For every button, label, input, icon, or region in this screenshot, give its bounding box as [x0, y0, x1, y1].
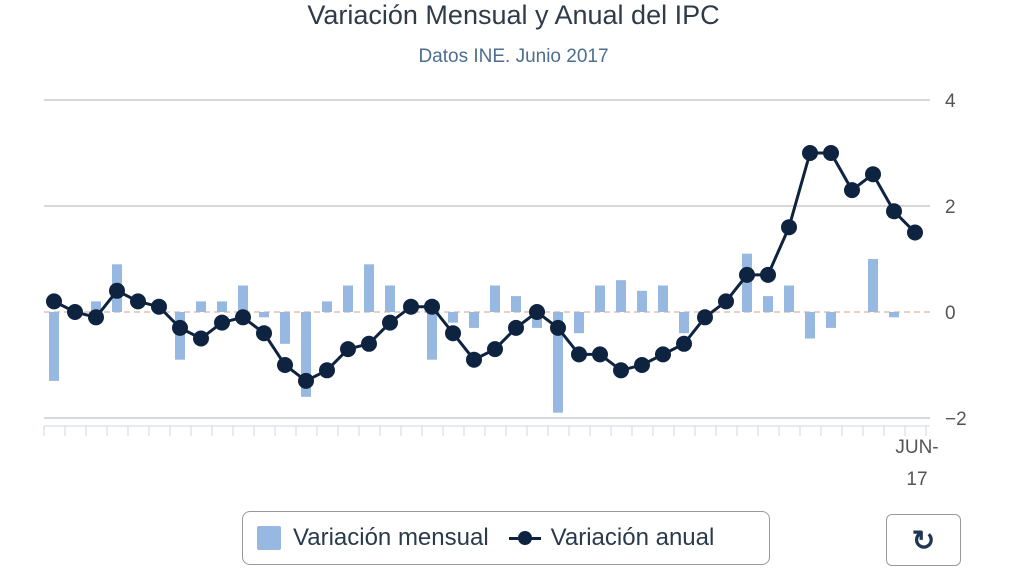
annual-point — [67, 304, 83, 320]
chart-subtitle: Datos INE. Junio 2017 — [418, 46, 609, 67]
monthly-bar — [217, 301, 227, 312]
monthly-bar — [637, 290, 647, 312]
annual-point — [655, 346, 671, 363]
annual-point — [466, 351, 482, 368]
y-tick-label: 4 — [945, 91, 956, 112]
monthly-bar — [763, 296, 773, 312]
y-tick-label: 0 — [945, 303, 956, 324]
annual-point — [193, 330, 209, 347]
annual-point — [739, 266, 755, 283]
monthly-bar — [511, 296, 521, 312]
x-tick-label: 17 — [906, 469, 927, 490]
annual-point — [886, 203, 902, 220]
annual-point — [130, 293, 146, 310]
monthly-bar — [49, 312, 59, 381]
annual-point — [634, 357, 650, 373]
legend-annual-line-icon — [508, 526, 541, 550]
monthly-bar — [574, 312, 584, 334]
monthly-bar — [322, 301, 332, 312]
annual-point — [529, 304, 545, 320]
annual-point — [445, 325, 461, 342]
annual-point — [109, 282, 125, 299]
monthly-bar — [196, 301, 206, 312]
annual-point — [151, 298, 167, 315]
legend: Variación mensual Variación anual — [242, 511, 770, 565]
y-tick-label: −2 — [945, 409, 967, 430]
annual-point — [403, 298, 419, 315]
refresh-button[interactable]: ↻ — [886, 514, 961, 566]
annual-point — [508, 319, 524, 336]
monthly-bar — [595, 285, 605, 312]
annual-point — [550, 319, 566, 336]
annual-point — [844, 182, 860, 199]
annual-point — [319, 362, 335, 379]
monthly-bar — [826, 312, 836, 328]
monthly-bar — [91, 301, 101, 312]
x-tick-label: JUN- — [895, 437, 938, 458]
annual-point — [907, 224, 923, 241]
monthly-bar — [658, 285, 668, 312]
annual-point — [277, 357, 293, 373]
annual-point — [235, 309, 251, 326]
chart-title: Variación Mensual y Anual del IPC — [307, 0, 720, 30]
monthly-bar — [364, 264, 374, 312]
annual-point — [382, 314, 398, 331]
monthly-bar — [679, 312, 689, 334]
monthly-bar — [427, 312, 437, 360]
monthly-bar — [868, 259, 878, 312]
monthly-bar — [805, 312, 815, 339]
monthly-bar — [385, 285, 395, 312]
monthly-bar — [448, 312, 458, 323]
annual-point — [298, 372, 314, 389]
legend-annual-label[interactable]: Variación anual — [550, 524, 715, 551]
legend-monthly-label[interactable]: Variación mensual — [293, 524, 489, 551]
annual-point — [781, 219, 797, 236]
annual-point — [697, 309, 713, 326]
annual-point — [46, 293, 62, 310]
monthly-bar — [784, 285, 794, 312]
annual-point — [571, 346, 587, 363]
annual-point — [214, 314, 230, 331]
annual-point — [361, 335, 377, 352]
annual-point — [424, 298, 440, 315]
annual-point — [340, 341, 356, 358]
annual-point — [592, 346, 608, 363]
annual-point — [823, 145, 839, 161]
refresh-icon: ↻ — [911, 524, 936, 556]
y-tick-label: 2 — [945, 197, 956, 218]
annual-point — [802, 145, 818, 161]
monthly-bar — [259, 312, 269, 318]
legend-monthly-swatch — [257, 526, 281, 550]
annual-point — [487, 341, 503, 358]
monthly-bar — [469, 312, 479, 328]
monthly-bar — [616, 280, 626, 312]
monthly-bar — [280, 312, 290, 344]
ipc-chart: 4 2 0 −2 JUN- 17 — [43, 91, 967, 490]
monthly-bar — [343, 285, 353, 312]
monthly-bar — [889, 312, 899, 318]
annual-point — [172, 319, 188, 336]
monthly-bar — [301, 312, 311, 397]
annual-point — [676, 335, 692, 352]
monthly-bar — [238, 285, 248, 312]
monthly-bar — [553, 312, 563, 413]
annual-point — [760, 266, 776, 283]
monthly-bar — [490, 285, 500, 312]
annual-point — [613, 362, 629, 379]
annual-point — [88, 309, 104, 326]
annual-point — [865, 166, 881, 183]
annual-point — [256, 325, 272, 342]
annual-point — [718, 293, 734, 310]
